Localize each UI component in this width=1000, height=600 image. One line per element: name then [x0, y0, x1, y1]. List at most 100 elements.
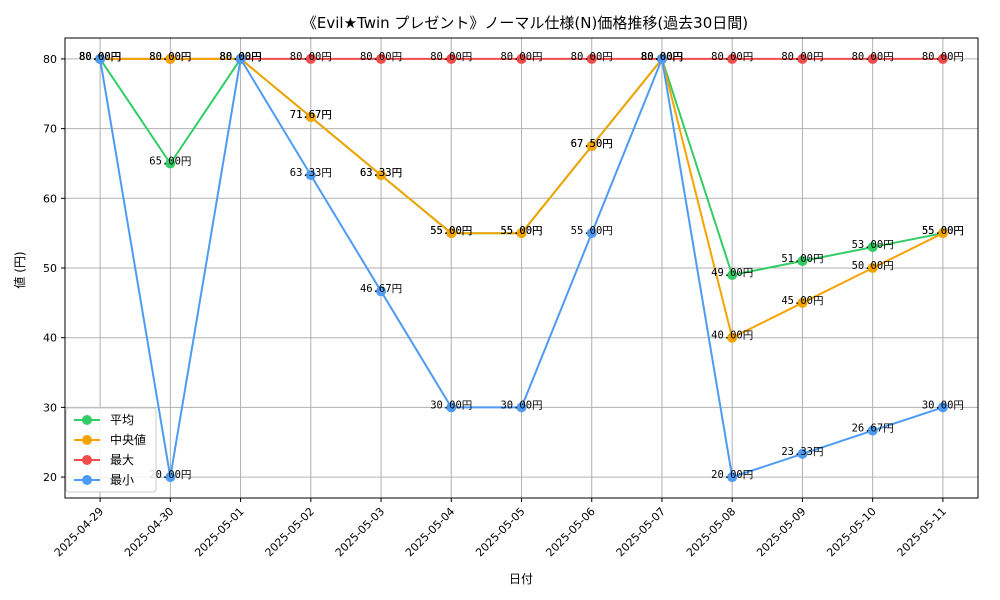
y-tick-label: 30 [43, 401, 57, 414]
data-point [165, 53, 176, 64]
data-label: 30.00円 [430, 399, 472, 411]
data-point [376, 286, 387, 297]
data-label: 55.00円 [922, 225, 964, 237]
data-point [586, 141, 597, 152]
data-label: 80.00円 [500, 51, 542, 63]
data-point [727, 332, 738, 343]
legend-swatch-marker [82, 415, 92, 425]
data-point [867, 53, 878, 64]
data-label: 80.00円 [360, 51, 402, 63]
data-label: 20.00円 [711, 469, 753, 481]
data-point [586, 53, 597, 64]
data-point [867, 425, 878, 436]
x-axis-label: 日付 [509, 572, 533, 586]
data-label: 80.00円 [290, 51, 332, 63]
y-tick-label: 50 [43, 262, 57, 275]
data-point [937, 53, 948, 64]
data-point [305, 170, 316, 181]
chart-title: 《Evil★Twin プレゼント》ノーマル仕様(N)価格推移(過去30日間) [302, 14, 748, 32]
data-label: 55.00円 [500, 225, 542, 237]
data-label: 80.00円 [220, 51, 262, 63]
data-label: 80.00円 [641, 51, 683, 63]
y-tick-label: 20 [43, 471, 57, 484]
data-label: 80.00円 [852, 51, 894, 63]
data-label: 55.00円 [571, 225, 613, 237]
data-point [376, 53, 387, 64]
data-label: 80.00円 [430, 51, 472, 63]
data-label: 80.00円 [571, 51, 613, 63]
data-label: 50.00円 [852, 260, 894, 272]
data-point [446, 402, 457, 413]
data-label: 46.67円 [360, 283, 402, 295]
data-label: 26.67円 [852, 423, 894, 435]
data-point [95, 53, 106, 64]
legend-swatch-marker [82, 475, 92, 485]
data-label: 55.00円 [500, 225, 542, 237]
data-label: 80.00円 [149, 51, 191, 63]
legend-entry-label: 中央値 [110, 432, 146, 447]
legend-swatch-marker [82, 435, 92, 445]
data-label: 63.33円 [360, 167, 402, 179]
data-label: 23.33円 [781, 446, 823, 458]
data-point [516, 402, 527, 413]
data-point [727, 53, 738, 64]
data-label: 80.00円 [711, 51, 753, 63]
data-label: 80.00円 [79, 51, 121, 63]
data-label: 80.00円 [79, 51, 121, 63]
data-label: 80.00円 [641, 51, 683, 63]
data-point [376, 170, 387, 181]
data-point [797, 53, 808, 64]
data-label: 49.00円 [711, 267, 753, 279]
data-label: 53.00円 [852, 239, 894, 251]
data-label: 40.00円 [711, 330, 753, 342]
y-tick-label: 80 [43, 53, 57, 66]
y-tick-label: 40 [43, 332, 57, 345]
data-label: 45.00円 [781, 295, 823, 307]
data-label: 80.00円 [220, 51, 262, 63]
data-point [797, 448, 808, 459]
data-label: 63.33円 [290, 167, 332, 179]
data-label: 55.00円 [922, 225, 964, 237]
legend-entry-label: 平均 [110, 413, 134, 427]
data-point [797, 297, 808, 308]
y-tick-label: 70 [43, 123, 57, 136]
data-point [305, 111, 316, 122]
data-point [867, 263, 878, 273]
data-label: 63.33円 [360, 167, 402, 179]
data-label: 20.00円 [149, 469, 191, 481]
data-label: 80.00円 [149, 51, 191, 63]
data-label: 67.50円 [571, 138, 613, 150]
data-point [727, 269, 738, 280]
data-point [867, 242, 878, 253]
data-label: 71.67円 [290, 109, 332, 121]
data-point [165, 472, 176, 483]
data-label: 65.00円 [149, 155, 191, 167]
legend-entry-label: 最小 [110, 473, 134, 487]
y-tick-label: 60 [43, 192, 57, 205]
legend-swatch-marker [82, 455, 92, 465]
data-point [937, 228, 948, 239]
data-point [937, 402, 948, 413]
y-axis-ticks: 20 30 40 50 60 70 80 [43, 53, 65, 484]
data-label: 51.00円 [781, 253, 823, 265]
data-label: 80.00円 [641, 51, 683, 63]
data-point [797, 256, 808, 267]
data-point [165, 158, 176, 169]
data-label: 55.00円 [430, 225, 472, 237]
data-label: 80.00円 [220, 51, 262, 63]
data-label: 80.00円 [79, 51, 121, 63]
data-label: 80.00円 [79, 51, 121, 63]
data-label: 30.00円 [922, 399, 964, 411]
data-point [446, 53, 457, 64]
data-point [586, 228, 597, 239]
data-point [656, 53, 667, 64]
data-label: 80.00円 [781, 51, 823, 63]
data-point [727, 472, 738, 483]
data-label: 71.67円 [290, 109, 332, 121]
series-group [95, 53, 948, 483]
data-label: 55.00円 [430, 225, 472, 237]
data-label: 80.00円 [922, 51, 964, 63]
y-axis-label: 値 (円) [12, 251, 27, 288]
